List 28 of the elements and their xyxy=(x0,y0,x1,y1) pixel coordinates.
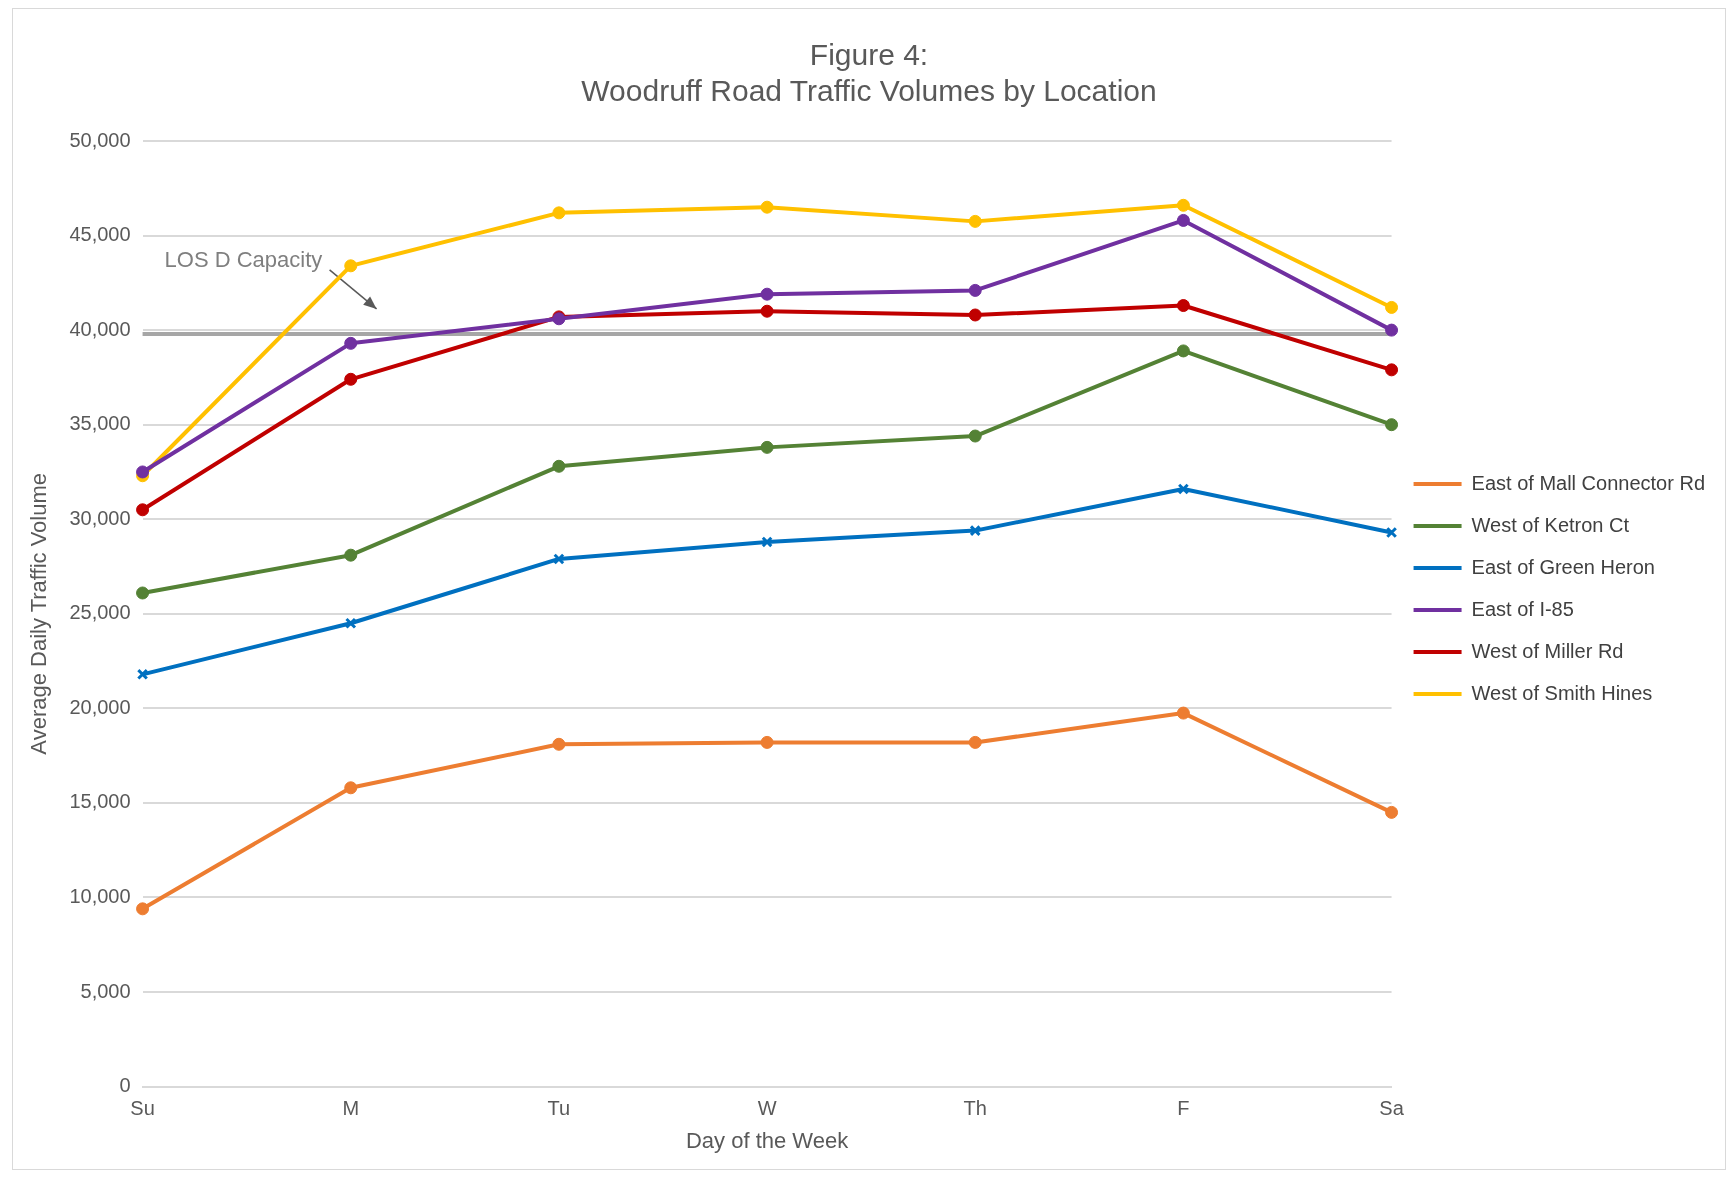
y-tick-label: 5,000 xyxy=(80,979,131,1002)
chart-title: Figure 4: Woodruff Road Traffic Volumes by Location xyxy=(581,38,1157,108)
y-tick-label: 35,000 xyxy=(69,412,131,435)
y-axis-title: Average Daily Traffic Volume xyxy=(26,472,52,755)
y-tick-label: 45,000 xyxy=(69,223,131,246)
y-tick-label: 20,000 xyxy=(69,695,131,718)
ref-line-label: LOS D Capacity xyxy=(164,246,323,272)
legend-label: East of I-85 xyxy=(1471,597,1574,620)
y-tick-label: 40,000 xyxy=(69,317,131,340)
y-tick-label: 0 xyxy=(119,1074,131,1097)
x-axis-title: Day of the Week xyxy=(685,1127,850,1153)
y-tick-label: 10,000 xyxy=(69,885,131,907)
legend-label: West of Smith Hines xyxy=(1471,681,1653,704)
x-tick-label: Su xyxy=(130,1097,155,1120)
y-tick-label: 30,000 xyxy=(69,506,131,529)
x-tick-label: Sa xyxy=(1379,1097,1405,1120)
x-tick-label: W xyxy=(757,1097,777,1120)
y-tick-label: 50,000 xyxy=(69,128,131,151)
x-tick-label: M xyxy=(342,1097,360,1120)
legend-label: West of Miller Rd xyxy=(1471,639,1624,662)
x-tick-label: F xyxy=(1177,1097,1190,1120)
legend-label: West of Ketron Ct xyxy=(1471,513,1630,536)
x-tick-label: Th xyxy=(963,1097,987,1120)
x-tick-label: Tu xyxy=(547,1097,571,1120)
legend-label: East of Green Heron xyxy=(1471,555,1655,578)
legend-label: East of Mall Connector Rd xyxy=(1471,471,1705,494)
y-tick-label: 15,000 xyxy=(69,790,131,813)
y-tick-label: 25,000 xyxy=(69,601,131,624)
